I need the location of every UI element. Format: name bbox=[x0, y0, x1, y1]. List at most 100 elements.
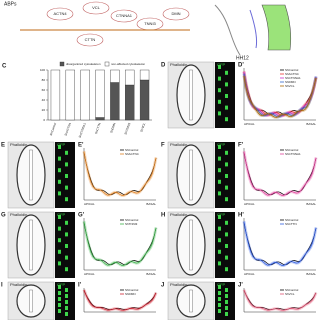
legend-swatch bbox=[59, 61, 65, 67]
gfp-cell bbox=[65, 255, 68, 260]
apical-label: APICAL bbox=[84, 272, 95, 276]
gfp-cell bbox=[65, 185, 68, 190]
profile-line bbox=[83, 152, 157, 196]
gfp-cell bbox=[218, 168, 221, 173]
gfp-cell bbox=[58, 145, 61, 149]
plot-label: H' bbox=[238, 213, 244, 219]
protein-bubble bbox=[110, 9, 138, 23]
protein-label: CTTN bbox=[85, 37, 96, 42]
gfp-cell bbox=[65, 150, 68, 155]
legend-label: ShVCL bbox=[285, 84, 295, 88]
profile-line bbox=[243, 222, 317, 266]
gfp-cell bbox=[225, 82, 228, 87]
profile-line bbox=[243, 221, 317, 266]
profile-line bbox=[243, 151, 317, 196]
x-tick-label: ShCTTN bbox=[94, 122, 102, 134]
gfp-cell bbox=[225, 197, 228, 202]
apical-label: APICAL bbox=[244, 272, 255, 276]
gfp-label: GFP bbox=[217, 142, 226, 147]
embryo-outline bbox=[214, 4, 241, 56]
x-tick-label: ShTNNI3 bbox=[123, 122, 131, 135]
protein-label: DMN bbox=[171, 11, 180, 16]
gfp-cell bbox=[225, 255, 228, 260]
legend-label: ShControl bbox=[125, 148, 139, 152]
legend-label: ShCTNNA1 bbox=[285, 152, 301, 156]
gfp-cell bbox=[218, 249, 221, 254]
gfp-cell bbox=[58, 291, 61, 295]
bar-segment bbox=[125, 69, 135, 86]
panel-label: I bbox=[1, 283, 3, 289]
gfp-cell bbox=[65, 162, 68, 167]
gfp-cell bbox=[218, 226, 221, 231]
plot-label: I' bbox=[78, 283, 82, 289]
bar-segment bbox=[95, 117, 105, 121]
gfp-cell bbox=[65, 174, 68, 178]
gfp-cell bbox=[225, 174, 228, 178]
profile-line bbox=[243, 152, 317, 196]
panel-label: F bbox=[161, 143, 165, 149]
y-tick-label: 0 bbox=[43, 118, 45, 122]
gfp-cell bbox=[218, 88, 221, 93]
gfp-cell bbox=[225, 300, 228, 304]
gfp-cell bbox=[58, 303, 61, 307]
panel-label: J bbox=[161, 283, 164, 289]
y-tick-label: 20 bbox=[42, 108, 46, 112]
gfp-cell bbox=[218, 179, 221, 184]
gfp-cell bbox=[58, 297, 61, 301]
x-tick-label: ShCTNNA1 bbox=[78, 122, 87, 138]
profile-line bbox=[83, 289, 157, 311]
plot-label: G' bbox=[78, 213, 85, 219]
gfp-cell bbox=[225, 185, 228, 190]
abps-title: ABPs bbox=[4, 1, 17, 7]
lumen bbox=[29, 149, 33, 201]
panel-label: E bbox=[1, 143, 5, 149]
panel-label: H bbox=[161, 213, 165, 219]
gfp-cell bbox=[218, 156, 221, 161]
legend-label: ShDMN bbox=[285, 80, 296, 84]
gfp-cell bbox=[65, 232, 68, 237]
gfp-label: GFP bbox=[217, 62, 226, 67]
profile-line bbox=[243, 75, 317, 118]
protein-bubble bbox=[76, 33, 104, 47]
bar-segment bbox=[80, 69, 90, 121]
legend-label: disorganized cytoskeleton bbox=[66, 62, 101, 66]
legend-label: ShACTN4 bbox=[285, 72, 299, 76]
panel-label: D bbox=[161, 63, 166, 69]
bar-segment bbox=[125, 84, 135, 121]
lumen bbox=[189, 149, 193, 201]
gfp-label: GFP bbox=[57, 212, 66, 217]
protein-label: VCL bbox=[92, 5, 101, 10]
gfp-cell bbox=[218, 76, 221, 81]
legend-label: ShCTNNA1 bbox=[285, 76, 301, 80]
gfp-cell bbox=[58, 156, 61, 161]
gfp-cell bbox=[225, 220, 228, 225]
lumen bbox=[189, 289, 193, 313]
gfp-cell bbox=[65, 300, 68, 304]
basal-label: BASAL bbox=[306, 202, 316, 206]
lumen bbox=[189, 69, 193, 121]
stain-label: Phalloidin bbox=[170, 62, 187, 67]
basal-label: BASAL bbox=[306, 122, 316, 126]
stain-label: Phalloidin bbox=[170, 282, 187, 287]
gfp-cell bbox=[58, 215, 61, 219]
apical-label: APICAL bbox=[244, 202, 255, 206]
protein-bubble bbox=[162, 7, 190, 21]
legend-label: ShVCL bbox=[285, 292, 295, 296]
plot-label: E' bbox=[78, 143, 84, 149]
profile-line bbox=[243, 73, 317, 118]
gfp-cell bbox=[225, 267, 228, 272]
lumen bbox=[189, 219, 193, 271]
y-tick-label: 80 bbox=[42, 78, 46, 82]
protein-bubble bbox=[46, 7, 74, 21]
gfp-cell bbox=[65, 267, 68, 272]
gfp-cell bbox=[58, 168, 61, 173]
legend-label: ShControl bbox=[285, 218, 299, 222]
basal-label: BASAL bbox=[306, 272, 316, 276]
gfp-cell bbox=[58, 191, 61, 196]
x-tick-label: ShVCL bbox=[139, 122, 146, 133]
panel-label: G bbox=[1, 213, 6, 219]
stain-label: Phalloidin bbox=[10, 212, 27, 217]
gfp-cell bbox=[218, 303, 221, 307]
bar-segment bbox=[110, 82, 120, 121]
bar-segment bbox=[95, 69, 105, 118]
